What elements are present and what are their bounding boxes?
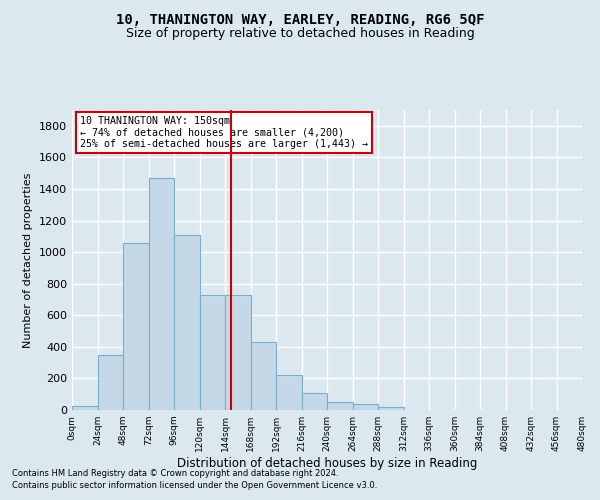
Text: Size of property relative to detached houses in Reading: Size of property relative to detached ho… bbox=[125, 28, 475, 40]
Bar bbox=[251, 342, 276, 410]
Bar bbox=[174, 234, 199, 410]
Text: 10 THANINGTON WAY: 150sqm
← 74% of detached houses are smaller (4,200)
25% of se: 10 THANINGTON WAY: 150sqm ← 74% of detac… bbox=[80, 116, 368, 149]
Bar bbox=[225, 294, 251, 410]
X-axis label: Distribution of detached houses by size in Reading: Distribution of detached houses by size … bbox=[177, 457, 477, 470]
Bar bbox=[276, 376, 302, 410]
Bar bbox=[72, 406, 97, 410]
Bar bbox=[123, 242, 149, 410]
Text: 10, THANINGTON WAY, EARLEY, READING, RG6 5QF: 10, THANINGTON WAY, EARLEY, READING, RG6… bbox=[116, 12, 484, 26]
Bar bbox=[353, 404, 378, 410]
Text: Contains public sector information licensed under the Open Government Licence v3: Contains public sector information licen… bbox=[12, 481, 377, 490]
Text: Contains HM Land Registry data © Crown copyright and database right 2024.: Contains HM Land Registry data © Crown c… bbox=[12, 468, 338, 477]
Bar bbox=[378, 407, 404, 410]
Bar bbox=[302, 394, 327, 410]
Bar bbox=[97, 354, 123, 410]
Y-axis label: Number of detached properties: Number of detached properties bbox=[23, 172, 34, 348]
Bar bbox=[149, 178, 174, 410]
Bar bbox=[199, 294, 225, 410]
Bar bbox=[327, 402, 353, 410]
